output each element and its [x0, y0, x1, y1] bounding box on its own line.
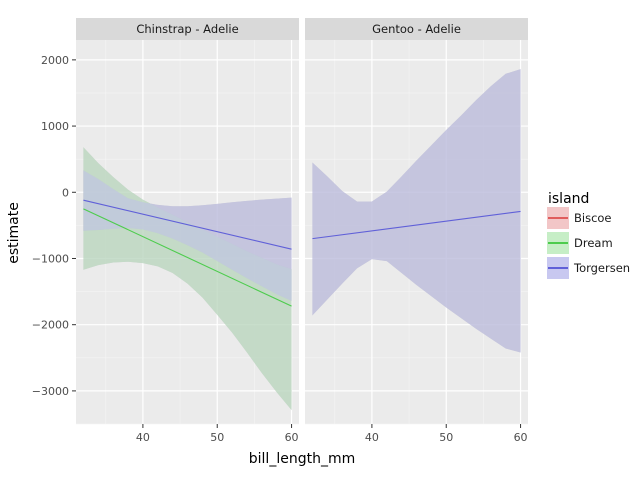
ribbon-tint-torgersen	[312, 69, 521, 353]
legend-label-torgersen: Torgersen	[573, 261, 630, 275]
panel-chinstrap-adelie: Chinstrap - Adelie	[76, 18, 299, 425]
y-tick-label: −3000	[32, 385, 69, 398]
line-torgersen	[83, 199, 292, 250]
x-axis-chinstrap-adelie: 40 50 60	[136, 424, 299, 444]
x-tick-label: 50	[210, 431, 224, 444]
strip-background	[76, 18, 299, 40]
panel-gentoo-adelie: Gentoo - Adelie	[305, 18, 528, 425]
x-axis-gentoo-adelie: 40 50 60	[365, 424, 528, 444]
x-tick-label: 60	[285, 431, 299, 444]
y-tick-label: −2000	[32, 319, 69, 332]
strip-label: Chinstrap - Adelie	[136, 22, 238, 36]
legend-key-dream: Dream	[547, 232, 613, 254]
ribbon-tint-torgersen	[83, 170, 292, 301]
y-axis-title: estimate	[6, 202, 22, 264]
legend-key-biscoe: Biscoe	[547, 207, 612, 229]
x-tick-label: 40	[136, 431, 150, 444]
y-tick-label: −1000	[32, 252, 69, 265]
x-axis-title: bill_length_mm	[249, 451, 355, 467]
legend: island Biscoe Dream Torgersen	[547, 191, 630, 279]
facet-panels: Chinstrap - Adelie Gentoo - Adelie	[76, 18, 528, 425]
strip-background	[305, 18, 528, 40]
legend-key-torgersen: Torgersen	[547, 257, 630, 279]
x-tick-label: 60	[514, 431, 528, 444]
y-tick-label: 2000	[41, 54, 69, 67]
legend-title: island	[548, 191, 589, 207]
legend-label-biscoe: Biscoe	[574, 211, 612, 225]
x-axes: 40 50 60 40 50 60	[136, 424, 528, 444]
y-tick-label: 0	[62, 186, 69, 199]
y-axis: 2000 1000 0 −1000 −2000 −3000	[32, 54, 76, 398]
line-dream	[83, 208, 292, 307]
strip-label: Gentoo - Adelie	[372, 22, 461, 36]
x-tick-label: 50	[439, 431, 453, 444]
line-torgersen	[312, 210, 521, 240]
x-tick-label: 40	[365, 431, 379, 444]
y-tick-label: 1000	[41, 120, 69, 133]
legend-label-dream: Dream	[574, 236, 613, 250]
